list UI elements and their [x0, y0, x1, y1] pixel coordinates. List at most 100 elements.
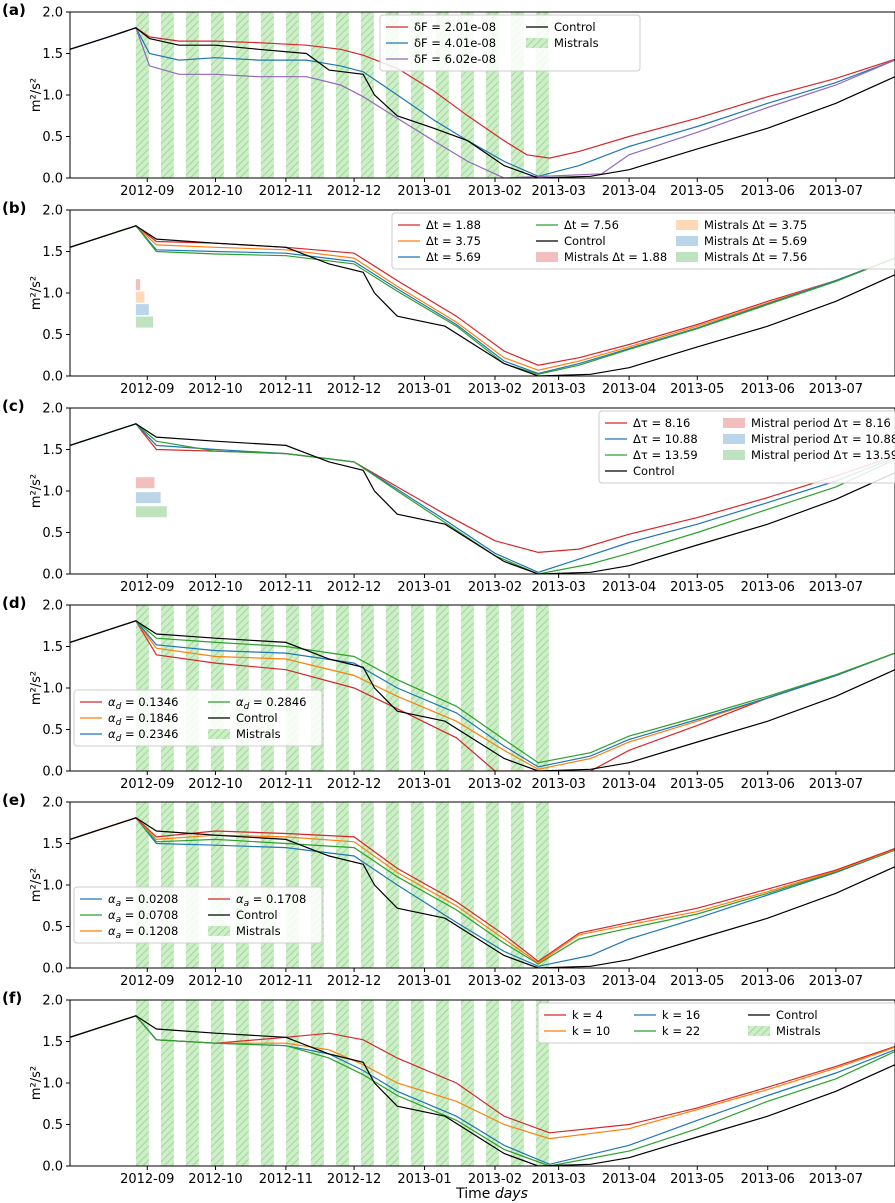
x-tick-label: 2012-09 — [120, 974, 174, 989]
x-tick-label: 2012-09 — [120, 382, 174, 397]
chart-panel: 0.0 0.5 1.0 1.5 2.0 2012-09 2012-10 2012-11 2012… — [2, 397, 895, 595]
mistral-window — [285, 1000, 299, 1166]
mistral-window — [460, 605, 474, 771]
panel-label: (d) — [2, 594, 26, 612]
x-axis-label: Time days — [455, 1186, 528, 1202]
legend-label: δF = 6.02e-08 — [414, 52, 496, 66]
y-tick-label: 0.5 — [42, 920, 63, 935]
mistral-window — [335, 1000, 349, 1166]
mistral-window — [410, 802, 424, 968]
y-tick-label: 2.0 — [42, 599, 63, 614]
x-tick-label: 2012-09 — [120, 184, 174, 199]
mistral-window — [160, 1000, 174, 1166]
series-line — [70, 423, 895, 574]
legend-label: Mistrals Δt = 5.69 — [704, 234, 807, 248]
legend-label: Δt = 5.69 — [426, 250, 481, 264]
x-tick-label: 2013-03 — [531, 184, 585, 199]
series-line — [70, 817, 895, 964]
series-line — [70, 423, 895, 554]
series-line — [70, 423, 895, 574]
x-tick-label: 2012-11 — [259, 777, 313, 792]
series-line — [70, 1015, 895, 1166]
mistral-window — [285, 12, 299, 178]
legend-label: αd = 0.1346 — [108, 695, 179, 712]
mistral-window — [460, 802, 474, 968]
x-tick-label: 2013-06 — [741, 184, 795, 199]
legend-swatch — [536, 252, 558, 262]
legend-label: Mistrals Δt = 3.75 — [704, 218, 807, 232]
legend-label: δF = 4.01e-08 — [414, 36, 496, 50]
y-tick-label: 1.0 — [42, 287, 63, 302]
legend-box — [73, 689, 323, 747]
legend-swatch — [676, 236, 698, 246]
mistral-window — [485, 1000, 499, 1166]
mistral-window — [510, 802, 524, 968]
y-tick-label: 0.5 — [42, 723, 63, 738]
legend-label: Control — [236, 711, 278, 725]
y-tick-label: 1.0 — [42, 879, 63, 894]
legend: δF = 2.01e-08 δF = 4.01e-08 δF = 6.02e-08 C… — [379, 14, 641, 72]
mistral-window — [160, 12, 174, 178]
legend-label: Mistrals — [776, 1024, 821, 1038]
mistral-duration-bar — [135, 304, 149, 316]
legend: Δτ = 8.16 Δτ = 10.88 Δτ = 13.59 Control Mist… — [598, 410, 895, 484]
x-tick-label: 2013-05 — [670, 580, 724, 595]
y-tick-label: 2.0 — [42, 994, 63, 1009]
series-line — [70, 620, 895, 764]
x-tick-label: 2013-01 — [397, 580, 451, 595]
legend-swatch — [208, 729, 230, 739]
series-line — [70, 27, 895, 178]
chart-panel: 0.0 0.5 1.0 1.5 2.0 2012-09 2012-10 2012-11 2012… — [2, 791, 895, 989]
x-tick-label: 2012-11 — [259, 1172, 313, 1187]
legend-label: αa = 0.1208 — [108, 924, 178, 941]
x-tick-label: 2013-04 — [602, 382, 656, 397]
series-line — [70, 620, 895, 771]
panel-label: (f) — [2, 989, 22, 1007]
chart-panel: 0.0 0.5 1.0 1.5 2.0 2012-09 2012-10 2012-11 2012… — [2, 1, 895, 199]
y-tick-label: 1.0 — [42, 89, 63, 104]
legend-label: k = 22 — [662, 1024, 700, 1038]
panel-label: (e) — [2, 791, 26, 809]
series-line — [70, 225, 895, 366]
y-tick-label: 1.5 — [42, 640, 63, 655]
x-tick-label: 2013-01 — [397, 184, 451, 199]
x-tick-label: 2013-05 — [670, 974, 724, 989]
y-axis-label: m²/s² — [29, 474, 44, 508]
y-tick-label: 0.0 — [42, 962, 63, 977]
x-tick-label: 2012-12 — [327, 184, 381, 199]
y-tick-label: 1.5 — [42, 1035, 63, 1050]
series-line — [70, 817, 895, 965]
legend-label: Mistral period Δτ = 10.88 — [751, 432, 895, 446]
y-tick-label: 0.0 — [42, 172, 63, 187]
x-tick-label: 2012-09 — [120, 777, 174, 792]
legend-box — [598, 410, 895, 484]
y-tick-label: 0.5 — [42, 526, 63, 541]
series-line — [70, 817, 895, 967]
x-tick-label: 2012-10 — [188, 184, 242, 199]
legend-label: Control — [776, 1008, 818, 1022]
x-tick-label: 2013-03 — [531, 1172, 585, 1187]
mistral-window — [360, 1000, 374, 1166]
mistral-window — [360, 12, 374, 178]
x-tick-label: 2012-12 — [327, 382, 381, 397]
series-line — [70, 817, 895, 968]
series-line — [70, 817, 895, 963]
mistral-window — [260, 1000, 274, 1166]
x-tick-label: 2013-06 — [741, 382, 795, 397]
y-tick-label: 0.5 — [42, 130, 63, 145]
legend-label: Mistrals Δt = 7.56 — [704, 250, 807, 264]
mistral-window — [435, 605, 449, 771]
x-tick-label: 2013-02 — [468, 974, 522, 989]
x-tick-label: 2013-06 — [741, 1172, 795, 1187]
y-tick-label: 2.0 — [42, 204, 63, 219]
x-tick-label: 2013-07 — [809, 777, 863, 792]
legend-label: Δτ = 13.59 — [633, 448, 698, 462]
x-tick-label: 2012-09 — [120, 1172, 174, 1187]
mistral-window — [310, 12, 324, 178]
legend-label: Mistrals — [236, 727, 281, 741]
y-tick-label: 2.0 — [42, 6, 63, 21]
y-axis-label: m²/s² — [29, 1066, 44, 1100]
mistral-window — [360, 802, 374, 968]
legend-label: Control — [564, 234, 606, 248]
